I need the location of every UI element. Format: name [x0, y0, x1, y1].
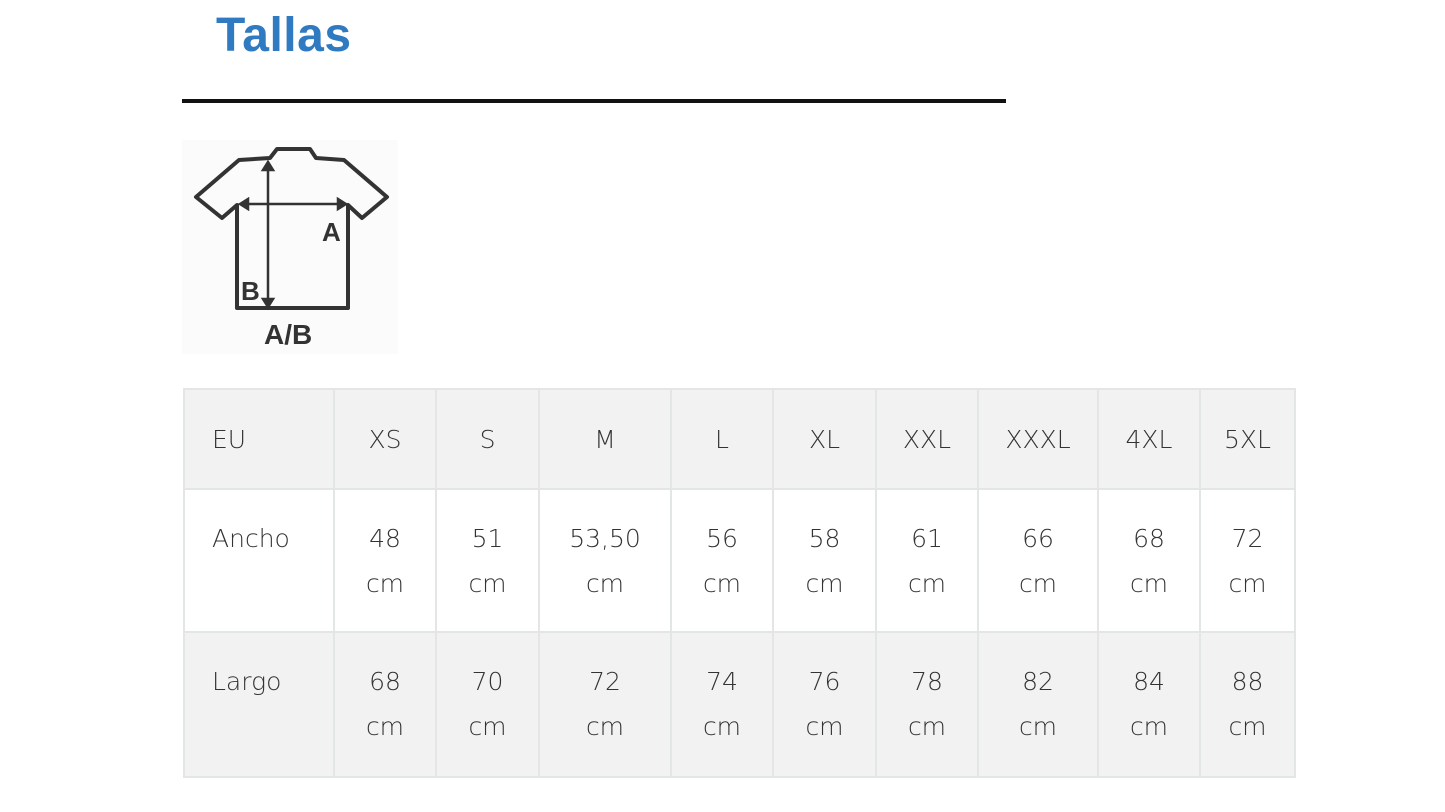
size-header: L — [670, 388, 774, 490]
size-header: S — [435, 388, 540, 490]
table-cell: 82 cm — [977, 631, 1099, 778]
table-cell: 66 cm — [977, 488, 1099, 633]
table-cell: 61 cm — [875, 488, 979, 633]
table-cell: 76 cm — [772, 631, 877, 778]
size-header: M — [538, 388, 672, 490]
table-cell: 68 cm — [333, 631, 437, 778]
size-header: 4XL — [1097, 388, 1201, 490]
table-cell: 68 cm — [1097, 488, 1201, 633]
table-cell: 51 cm — [435, 488, 540, 633]
size-header: XXL — [875, 388, 979, 490]
label-b: B — [241, 276, 260, 306]
table-cell: 84 cm — [1097, 631, 1201, 778]
size-header: XXXL — [977, 388, 1099, 490]
table-cell: 72 cm — [538, 631, 672, 778]
tshirt-icon: A B A/B — [194, 147, 389, 350]
region-label: EU — [183, 388, 335, 490]
table-header-row: EU XS S M L XL XXL XXXL 4XL 5XL — [183, 388, 1296, 490]
table-cell: 58 cm — [772, 488, 877, 633]
size-header: XS — [333, 388, 437, 490]
label-ab: A/B — [264, 319, 312, 350]
size-table: EU XS S M L XL XXL XXXL 4XL 5XL Ancho 48 cm 51 cm 53,… — [183, 388, 1296, 778]
table-row: Ancho 48 cm 51 cm 53,50 cm 56 cm 58 cm 61 cm 66… — [183, 488, 1296, 633]
table-cell: 48 cm — [333, 488, 437, 633]
measurement-label: Ancho — [183, 488, 335, 633]
measurement-label: Largo — [183, 631, 335, 778]
size-header: XL — [772, 388, 877, 490]
table-cell: 70 cm — [435, 631, 540, 778]
size-header: 5XL — [1199, 388, 1296, 490]
tshirt-measurement-diagram: A B A/B — [182, 140, 398, 354]
table-cell: 56 cm — [670, 488, 774, 633]
table-cell: 53,50 cm — [538, 488, 672, 633]
table-cell: 88 cm — [1199, 631, 1296, 778]
page-title: Tallas — [216, 9, 352, 62]
divider — [182, 99, 1006, 103]
label-a: A — [322, 217, 341, 247]
table-cell: 72 cm — [1199, 488, 1296, 633]
table-row: Largo 68 cm 70 cm 72 cm 74 cm 76 cm 78 cm 82 cm… — [183, 631, 1296, 778]
table-cell: 74 cm — [670, 631, 774, 778]
table-cell: 78 cm — [875, 631, 979, 778]
